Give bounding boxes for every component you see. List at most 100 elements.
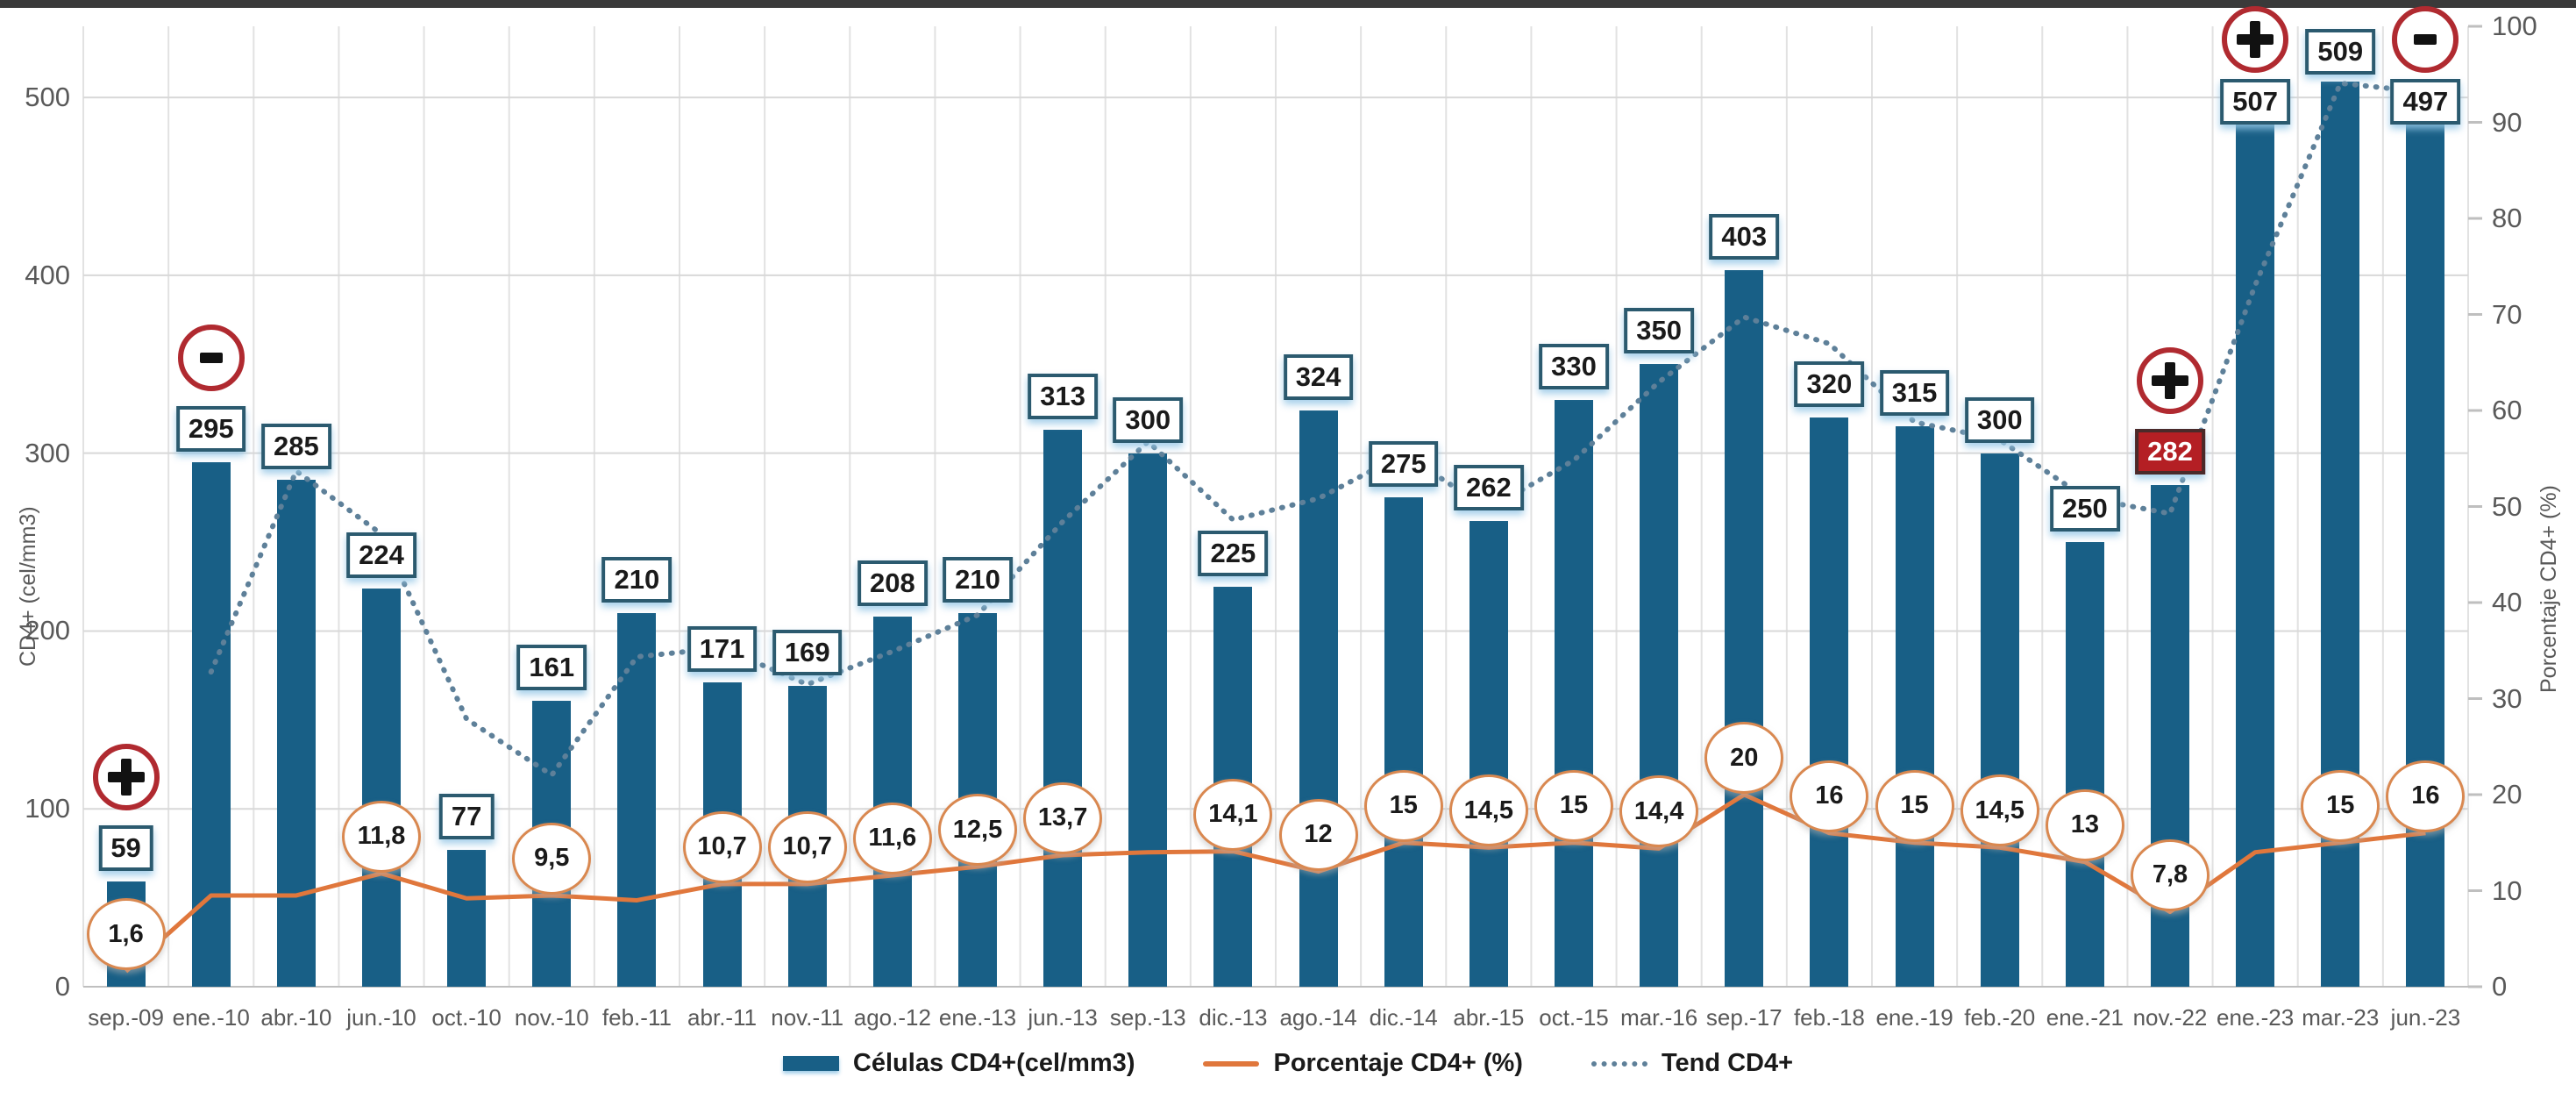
bar-value-label: 295 bbox=[175, 405, 246, 452]
x-axis-tick: feb.-20 bbox=[1964, 1004, 2036, 1031]
x-axis-tick: sep.-17 bbox=[1705, 1004, 1783, 1031]
right-axis-tick: 60 bbox=[2492, 395, 2523, 425]
right-axis-tick: 80 bbox=[2492, 203, 2523, 233]
x-axis-tick: jun.-10 bbox=[346, 1004, 416, 1031]
x-axis-tick: feb.-11 bbox=[601, 1004, 672, 1031]
right-axis-tick: 30 bbox=[2492, 682, 2523, 714]
x-axis-tick: ene.-10 bbox=[172, 1004, 250, 1031]
window-top-border bbox=[0, 0, 2576, 8]
bar-mar.-23 bbox=[2321, 81, 2360, 987]
x-axis-tick: ago.-12 bbox=[853, 1004, 931, 1031]
bar-value-label: 224 bbox=[346, 532, 416, 578]
bar-dic.-14 bbox=[1384, 497, 1423, 987]
bar-ene.-19 bbox=[1895, 426, 1934, 987]
annotation-plus-icon bbox=[2222, 6, 2289, 73]
x-axis-tick: jun.-13 bbox=[1028, 1004, 1098, 1031]
bar-value-label: 59 bbox=[98, 825, 153, 872]
pct-value-label: 16 bbox=[2386, 760, 2466, 832]
right-axis-tick: 10 bbox=[2492, 874, 2523, 906]
pct-value-label: 15 bbox=[1875, 769, 1954, 842]
legend-item-bars: Células CD4+(cel/mm3) bbox=[782, 1049, 1135, 1078]
bar-value-label: 330 bbox=[1539, 343, 1609, 389]
bar-ene.-23 bbox=[2236, 84, 2275, 987]
pct-value-label: 10,7 bbox=[767, 810, 847, 883]
x-axis-tick: oct.-10 bbox=[431, 1004, 502, 1031]
x-axis-tick: feb.-18 bbox=[1793, 1004, 1865, 1031]
pct-value-label: 20 bbox=[1704, 722, 1784, 794]
bar-value-label: 161 bbox=[516, 644, 587, 690]
bar-oct.-10 bbox=[447, 849, 487, 987]
pct-value-label: 13,7 bbox=[1023, 781, 1103, 854]
x-axis-tick: ene.-23 bbox=[2217, 1004, 2295, 1031]
pct-value-label: 14,1 bbox=[1193, 778, 1273, 851]
pct-value-label: 13 bbox=[2045, 788, 2124, 861]
bar-value-label: 210 bbox=[943, 557, 1013, 603]
legend-label-trend: Tend CD4+ bbox=[1661, 1049, 1794, 1077]
bar-value-label: 275 bbox=[1368, 441, 1439, 488]
x-axis-tick: dic.-14 bbox=[1369, 1004, 1438, 1031]
bar-nov.-22 bbox=[2151, 485, 2189, 987]
pct-value-label: 16 bbox=[1790, 760, 1869, 832]
bar-value-label: 225 bbox=[1198, 530, 1269, 576]
pct-value-label: 7,8 bbox=[2131, 838, 2210, 911]
legend-label-bars: Células CD4+(cel/mm3) bbox=[852, 1049, 1135, 1077]
legend-item-line: Porcentaje CD4+ (%) bbox=[1203, 1049, 1523, 1078]
x-axis-tick: sep.-09 bbox=[88, 1004, 164, 1031]
x-axis-tick: ene.-19 bbox=[1875, 1004, 1953, 1031]
bar-jun.-23 bbox=[2406, 103, 2445, 987]
bar-abr.-15 bbox=[1469, 520, 1508, 987]
bar-jun.-10 bbox=[362, 588, 401, 987]
bar-feb.-18 bbox=[1810, 417, 1849, 987]
bar-ago.-14 bbox=[1299, 410, 1338, 987]
right-axis-tick: 70 bbox=[2492, 298, 2523, 330]
bar-value-label: 507 bbox=[2220, 79, 2291, 125]
line-series-swatch bbox=[1203, 1060, 1260, 1067]
bar-value-label: 77 bbox=[438, 793, 495, 839]
right-axis-tick: 50 bbox=[2492, 490, 2523, 522]
bar-oct.-15 bbox=[1555, 399, 1593, 987]
right-axis-tick: 0 bbox=[2492, 971, 2508, 1002]
bar-value-label: 210 bbox=[601, 557, 672, 603]
right-axis-tick: 40 bbox=[2492, 587, 2523, 617]
x-axis-tick: sep.-13 bbox=[1109, 1004, 1186, 1031]
bar-value-label: 285 bbox=[260, 424, 331, 470]
bar-ene.-10 bbox=[191, 461, 231, 987]
x-axis-tick: mar.-23 bbox=[2302, 1004, 2380, 1031]
x-axis-tick: nov.-11 bbox=[771, 1004, 844, 1031]
bar-value-label: 250 bbox=[2049, 486, 2120, 532]
pct-value-label: 15 bbox=[2301, 769, 2380, 842]
bar-jun.-13 bbox=[1043, 430, 1083, 987]
annotation-minus-icon bbox=[2392, 6, 2459, 73]
pct-value-label: 11,8 bbox=[342, 800, 421, 873]
bar-value-label: 171 bbox=[687, 626, 758, 673]
bar-mar.-16 bbox=[1640, 364, 1679, 987]
legend-item-trend: Tend CD4+ bbox=[1590, 1049, 1794, 1078]
pct-value-label: 9,5 bbox=[512, 822, 592, 895]
pct-value-label: 14,4 bbox=[1619, 775, 1699, 848]
x-axis-tick: oct.-15 bbox=[1539, 1004, 1609, 1031]
right-axis-title: Porcentaje CD4+ (%) bbox=[2537, 485, 2561, 693]
pct-value-label: 15 bbox=[1363, 769, 1443, 842]
pct-value-label: 12 bbox=[1278, 798, 1358, 871]
bar-abr.-10 bbox=[276, 480, 316, 987]
bar-sep.-13 bbox=[1128, 453, 1168, 987]
bar-feb.-20 bbox=[1980, 453, 2019, 987]
annotation-minus-icon bbox=[177, 324, 245, 391]
bar-value-label: 208 bbox=[857, 560, 928, 607]
x-axis-tick: abr.-15 bbox=[1453, 1004, 1525, 1031]
x-axis-tick: abr.-11 bbox=[687, 1004, 758, 1031]
bar-value-label: 509 bbox=[2305, 29, 2376, 75]
left-axis-tick: 400 bbox=[25, 259, 70, 290]
x-axis-tick: ene.-21 bbox=[2046, 1004, 2124, 1031]
bar-value-label: 315 bbox=[1879, 370, 1950, 417]
bar-value-label: 300 bbox=[1964, 396, 2035, 443]
trend-series-swatch bbox=[1590, 1060, 1647, 1067]
right-axis-tick: 20 bbox=[2492, 779, 2523, 810]
left-axis-tick: 100 bbox=[25, 793, 70, 824]
pct-value-label: 12,5 bbox=[938, 794, 1017, 867]
bar-value-label: 324 bbox=[1283, 354, 1354, 400]
pct-value-label: 10,7 bbox=[682, 810, 762, 883]
x-axis-tick: ago.-14 bbox=[1279, 1004, 1357, 1031]
right-axis-tick: 100 bbox=[2492, 11, 2537, 41]
